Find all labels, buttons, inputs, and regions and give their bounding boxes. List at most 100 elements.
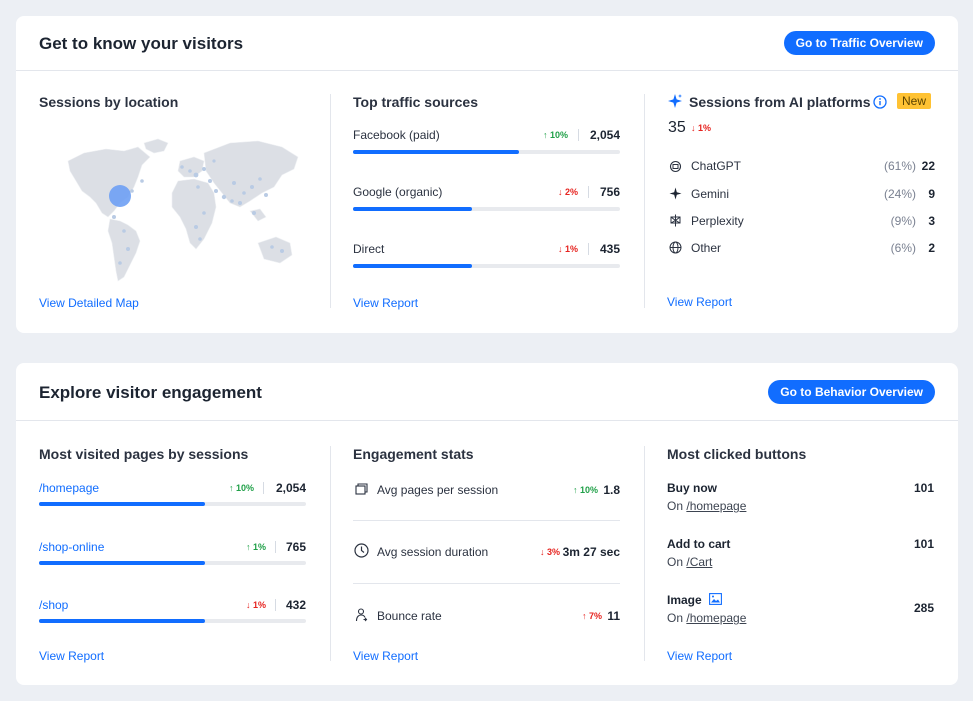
ai-platform-percent: (9%) [890, 214, 916, 228]
page-link[interactable]: /homepage [39, 481, 100, 495]
clock-icon [354, 543, 369, 558]
progress-fill [39, 502, 205, 506]
visitors-card-header: Get to know your visitors Go to Traffic … [16, 16, 958, 71]
perplexity-icon [670, 214, 681, 227]
page-value: 432 [285, 598, 306, 612]
button-clicks: 285 [913, 601, 934, 615]
view-detailed-map-link[interactable]: View Detailed Map [39, 296, 139, 310]
progress-fill [39, 619, 205, 623]
map-highlight-marker [109, 185, 131, 207]
button-name: Buy now [667, 481, 717, 495]
column-divider [330, 94, 331, 308]
info-icon[interactable] [873, 95, 887, 109]
world-map-land [67, 138, 299, 282]
ai-platform-percent: (24%) [883, 187, 916, 201]
stat-value: 1.8 [603, 483, 620, 497]
ai-total: 35 [668, 119, 686, 136]
ai-view-report-link[interactable]: View Report [667, 295, 733, 309]
buttons-view-report-link[interactable]: View Report [667, 649, 733, 663]
progress-track [353, 264, 620, 268]
visitors-card: Get to know your visitors Go to Traffic … [16, 16, 958, 333]
page-link[interactable]: /shop [39, 598, 69, 612]
chatgpt-icon [669, 160, 682, 173]
button-page: On /Cart [667, 555, 713, 569]
change-indicator: ↑ 1% [245, 542, 266, 552]
ai-platform-label: ChatGPT [691, 159, 742, 173]
progress-track [353, 207, 620, 211]
most-clicked-buttons-title: Most clicked buttons [667, 446, 807, 462]
engagement-stats-title: Engagement stats [353, 446, 474, 462]
traffic-value: 2,054 [589, 128, 620, 142]
change-indicator: ↑ 10% [228, 483, 254, 493]
pages-view-report-link[interactable]: View Report [39, 649, 105, 663]
traffic-source-label: Google (organic) [353, 185, 443, 199]
ai-platform-value: 3 [928, 214, 935, 228]
change-indicator: ↓ 1% [557, 244, 578, 254]
engagement-card-title: Explore visitor engagement [39, 383, 262, 402]
progress-track [353, 150, 620, 154]
change-indicator: ↓ 2% [557, 187, 578, 197]
visitors-card-title: Get to know your visitors [39, 34, 244, 53]
button-page-link[interactable]: /Cart [686, 555, 713, 569]
world-map-dots [112, 159, 284, 265]
page-value: 2,054 [275, 481, 306, 495]
progress-fill [353, 264, 472, 268]
ai-platforms-title: Sessions from AI platforms [689, 94, 871, 110]
change-indicator: ↓ 1% [245, 600, 266, 610]
traffic-value: 756 [599, 185, 620, 199]
progress-fill [39, 561, 205, 565]
world-map[interactable] [54, 131, 304, 283]
sessions-by-location-title: Sessions by location [39, 94, 179, 110]
change-indicator: ↑ 10% [542, 130, 568, 140]
stats-view-report-link[interactable]: View Report [353, 649, 419, 663]
ai-platform-percent: (6%) [890, 241, 916, 255]
stat-label: Bounce rate [377, 609, 442, 623]
progress-fill [353, 207, 472, 211]
top-traffic-sources-title: Top traffic sources [353, 94, 478, 110]
button-page-link[interactable]: /homepage [686, 499, 747, 513]
button-name: Add to cart [667, 537, 731, 551]
progress-track [39, 502, 306, 506]
traffic-view-report-link[interactable]: View Report [353, 296, 419, 310]
traffic-value: 435 [599, 242, 620, 256]
ai-platform-value: 9 [928, 187, 935, 201]
engagement-card-header: Explore visitor engagement Go to Behavio… [16, 363, 958, 421]
page-link[interactable]: /shop-online [39, 540, 105, 554]
change-indicator: ↓ 3% [539, 547, 560, 557]
pages-icon [355, 483, 368, 495]
ai-platform-label: Other [691, 241, 722, 255]
progress-fill [353, 150, 519, 154]
column-divider [330, 446, 331, 661]
most-visited-pages-title: Most visited pages by sessions [39, 446, 249, 462]
button-page: On /homepage [667, 611, 747, 625]
button-clicks: 101 [913, 537, 934, 551]
ai-platform-value: 2 [928, 241, 935, 255]
ai-platform-label: Perplexity [691, 214, 744, 228]
stat-value: 11 [607, 609, 620, 623]
button-name: Image [667, 593, 702, 607]
bounce-icon [355, 608, 368, 622]
globe-icon [669, 241, 682, 254]
stat-label: Avg pages per session [377, 483, 499, 497]
gemini-icon [669, 187, 682, 200]
column-divider [644, 446, 645, 661]
change-indicator: ↑ 7% [581, 611, 602, 621]
change-indicator: ↑ 10% [572, 485, 598, 495]
ai-platform-percent: (61%) [883, 159, 916, 173]
behavior-overview-button[interactable]: Go to Behavior Overview [768, 380, 935, 404]
ai-platform-label: Gemini [691, 187, 730, 201]
traffic-source-label: Direct [353, 242, 385, 256]
column-divider [644, 94, 645, 308]
stat-label: Avg session duration [377, 545, 489, 559]
ai-platform-value: 22 [921, 159, 935, 173]
engagement-card: Explore visitor engagement Go to Behavio… [16, 363, 958, 685]
ai-total-change: ↓ 1% [691, 123, 712, 133]
traffic-overview-button[interactable]: Go to Traffic Overview [783, 31, 935, 55]
progress-track [39, 619, 306, 623]
button-page-link[interactable]: /homepage [686, 611, 747, 625]
button-clicks: 101 [913, 481, 934, 495]
page-value: 765 [285, 540, 306, 554]
progress-track [39, 561, 306, 565]
new-badge: New [897, 93, 932, 109]
stat-value: 3m 27 sec [562, 545, 620, 559]
